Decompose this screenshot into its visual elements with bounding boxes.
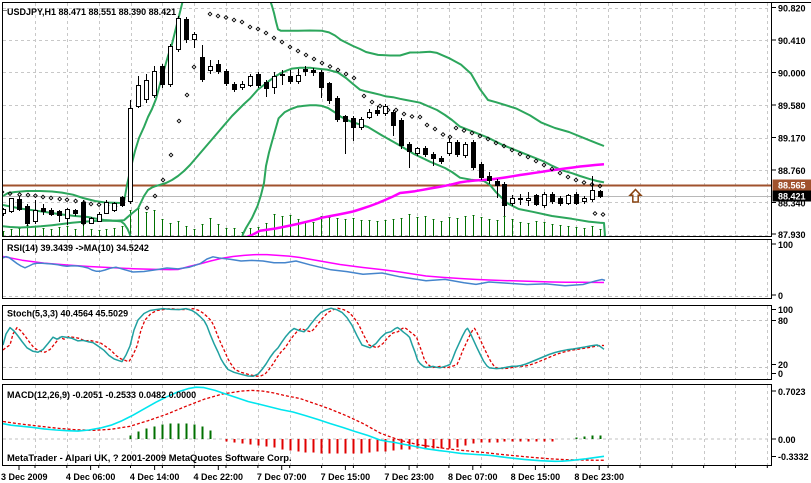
svg-text:RSI(14) 39.3439 ->MA(10) 34.5: RSI(14) 39.3439 ->MA(10) 34.5242 — [7, 243, 149, 253]
svg-text:89.170: 89.170 — [778, 134, 806, 144]
svg-text:89.580: 89.580 — [778, 101, 806, 111]
svg-text:88.565: 88.565 — [778, 181, 806, 191]
svg-text:8 Dec 23:00: 8 Dec 23:00 — [574, 472, 624, 482]
svg-text:7 Dec 23:00: 7 Dec 23:00 — [384, 472, 434, 482]
svg-text:0: 0 — [778, 369, 783, 379]
svg-text:8 Dec 07:00: 8 Dec 07:00 — [448, 472, 498, 482]
svg-text:7 Dec 07:00: 7 Dec 07:00 — [257, 472, 307, 482]
svg-text:USDJPY,H1 88.471 88.551 88.39: USDJPY,H1 88.471 88.551 88.390 88.421 — [7, 7, 176, 17]
svg-text:0: 0 — [778, 291, 783, 301]
svg-text:100: 100 — [778, 240, 793, 250]
svg-text:90.000: 90.000 — [778, 69, 806, 79]
svg-text:MetaTrader - Alpari UK, ? 2001: MetaTrader - Alpari UK, ? 2001-2009 Meta… — [7, 452, 292, 463]
svg-text:20: 20 — [778, 360, 788, 370]
svg-text:90.410: 90.410 — [778, 36, 806, 46]
svg-text:88.340: 88.340 — [778, 199, 806, 209]
svg-text:8 Dec 15:00: 8 Dec 15:00 — [511, 472, 561, 482]
svg-text:4 Dec 22:00: 4 Dec 22:00 — [194, 472, 244, 482]
svg-text:0.7023: 0.7023 — [778, 387, 806, 397]
svg-text:4 Dec 14:00: 4 Dec 14:00 — [130, 472, 180, 482]
svg-text:Stoch(5,3,3) 40.4564 45.5029: Stoch(5,3,3) 40.4564 45.5029 — [7, 309, 128, 319]
svg-text:90.820: 90.820 — [778, 4, 806, 14]
svg-text:MACD(12,26,9) -0.2051 -0.2533: MACD(12,26,9) -0.2051 -0.2533 0.0482 0.0… — [7, 390, 196, 400]
svg-text:7 Dec 15:00: 7 Dec 15:00 — [321, 472, 371, 482]
svg-text:80: 80 — [778, 316, 788, 326]
svg-text:87.930: 87.930 — [778, 230, 806, 240]
svg-text:3 Dec 2009: 3 Dec 2009 — [1, 472, 48, 482]
svg-text:0.00: 0.00 — [778, 435, 796, 445]
svg-text:88.760: 88.760 — [778, 166, 806, 176]
svg-text:-0.3332: -0.3332 — [778, 452, 809, 462]
svg-text:4 Dec 06:00: 4 Dec 06:00 — [66, 472, 116, 482]
svg-text:100: 100 — [778, 305, 793, 315]
svg-text:88.421: 88.421 — [778, 192, 806, 202]
